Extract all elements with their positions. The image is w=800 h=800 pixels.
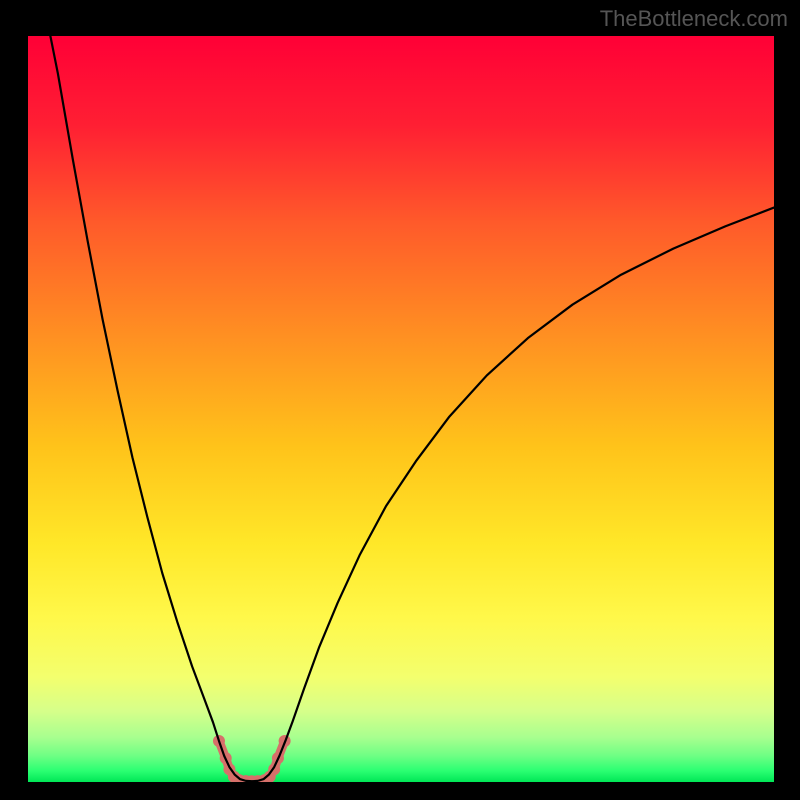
attribution-text: TheBottleneck.com: [600, 6, 788, 32]
bottleneck-curve: [28, 36, 774, 782]
main-curve-line: [50, 36, 774, 781]
chart-container: TheBottleneck.com: [0, 0, 800, 800]
plot-area: [28, 36, 774, 782]
